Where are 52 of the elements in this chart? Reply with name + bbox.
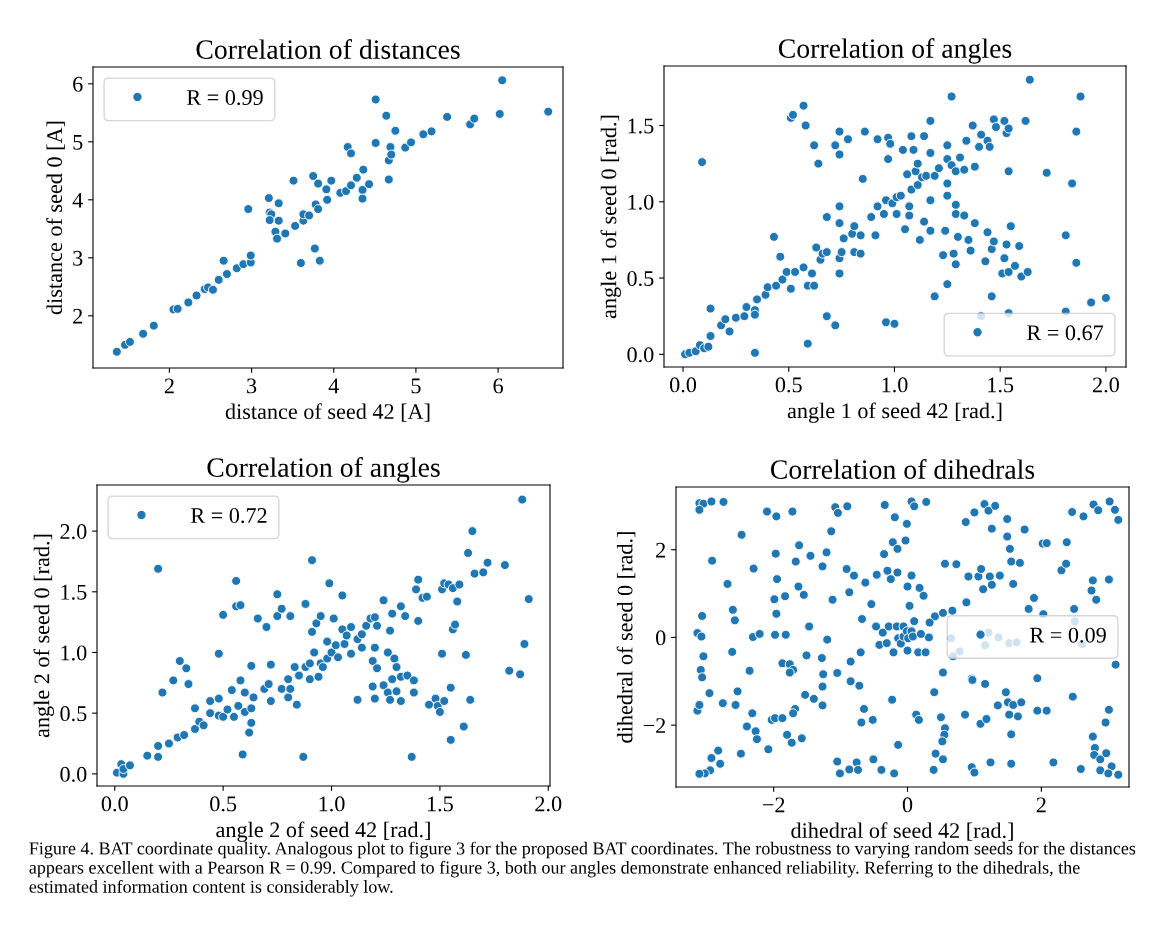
y-axis-title: angle 1 of seed 0 [rad.]: [600, 115, 621, 319]
legend-label: R = 0.72: [190, 508, 267, 524]
y-axis-title: dihedral of seed 0 [rad.]: [616, 532, 636, 743]
chart-title: Correlation of angles: [778, 38, 1012, 64]
y-tick-label: 1.0: [61, 645, 87, 661]
y-tick-label: 1.5: [628, 118, 654, 134]
y-tick-label: 3: [73, 250, 83, 266]
x-tick-label: 0.5: [210, 796, 237, 812]
x-tick-label: 2: [1036, 797, 1046, 813]
y-tick-label: 0.5: [60, 706, 87, 722]
x-tick-label: 4: [328, 378, 339, 394]
x-tick-label: 2.0: [1093, 377, 1119, 393]
y-tick-label: 2: [73, 308, 83, 324]
x-tick-label: 0.0: [669, 377, 697, 393]
legend-label: R = 0.99: [186, 90, 263, 106]
y-axis-title: angle 2 of seed 0 [rad.]: [33, 534, 54, 738]
x-tick-label: 6: [493, 378, 503, 394]
y-tick-label: 0.5: [627, 270, 654, 287]
x-tick-label: 0.5: [775, 377, 802, 393]
y-tick-label: 5: [73, 134, 83, 150]
chart-title: Correlation of angles: [207, 457, 440, 483]
chart-title: Correlation of distances: [196, 39, 460, 59]
x-tick-label: 2.0: [535, 796, 562, 812]
x-tick-label: 1.0: [319, 796, 345, 812]
x-tick-label: 5: [411, 378, 421, 394]
legend-label: R = 0.09: [1030, 627, 1106, 643]
caption: Figure 4. BAT coordinate quality. Analogous plot to figure 3 for the proposed BAT coordinates. The robustness to varying random seeds for the distances appears excellent with a Pearson R = 0.99. Compared to figure 3, both our angles demonstrate enhanced reliability. Referring to the dihedrals, the estimated information content is considerably low.: [29, 841, 1136, 897]
y-tick-label: 0.0: [627, 347, 654, 363]
x-tick-label: 0: [902, 797, 913, 813]
x-tick-label: 2: [164, 378, 174, 394]
y-tick-label: 4: [72, 192, 83, 208]
x-axis-title: dihedral of seed 42 [rad.]: [791, 822, 1013, 841]
x-tick-label: 3: [247, 378, 257, 394]
x-tick-label: 0.0: [101, 796, 128, 812]
x-tick-label: 1.5: [988, 377, 1014, 393]
x-tick-label: 1.5: [427, 796, 453, 812]
y-tick-label: 2.0: [60, 524, 87, 540]
y-tick-label: 1.5: [61, 584, 87, 600]
x-tick-label: 1.0: [882, 377, 908, 393]
y-tick-label: 6: [73, 76, 83, 92]
x-axis-title: distance of seed 42 [A]: [225, 403, 430, 422]
x-tick-label: −2: [762, 797, 785, 813]
x-axis-title: angle 1 of seed 42 [rad.]: [787, 402, 1002, 423]
chart-title: Correlation of dihedrals: [770, 459, 1035, 479]
y-tick-label: 0.0: [60, 766, 87, 782]
y-tick-label: 1.0: [628, 194, 654, 210]
y-axis-title: distance of seed 0 [A]: [46, 121, 65, 315]
y-tick-label: −2: [643, 718, 666, 733]
y-tick-label: 0: [656, 630, 666, 646]
x-axis-title: angle 2 of seed 42 [rad.]: [216, 821, 430, 842]
legend-label: R = 0.67: [1027, 325, 1104, 341]
y-tick-label: 2: [656, 542, 666, 558]
